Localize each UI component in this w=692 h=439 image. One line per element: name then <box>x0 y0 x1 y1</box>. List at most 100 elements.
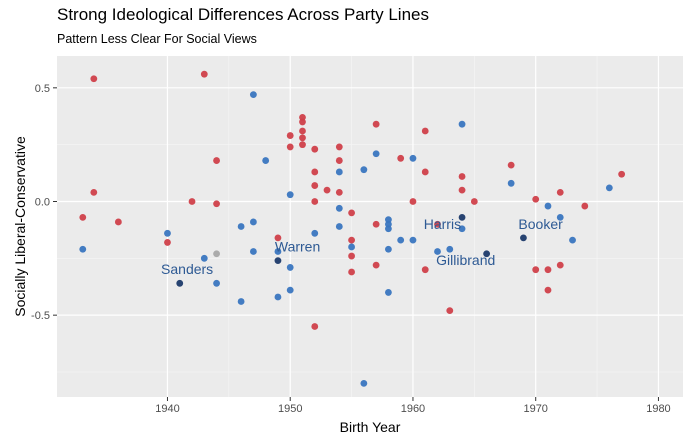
republican-point <box>188 198 196 205</box>
democrat-point <box>200 254 208 262</box>
grid-lines <box>57 56 683 397</box>
republican-point <box>348 236 355 244</box>
republican-point <box>421 168 429 176</box>
point-label: Sanders <box>161 261 213 277</box>
republican-point <box>200 70 208 78</box>
democrat-point <box>249 218 257 226</box>
x-tick-label: 1960 <box>401 403 425 415</box>
democrat-point <box>286 191 294 199</box>
republican-point <box>532 195 540 203</box>
point-label: Warren <box>275 239 320 255</box>
democrat-point <box>556 214 564 221</box>
democrat-point <box>458 225 466 233</box>
republican-point <box>544 286 552 294</box>
highlighted-point <box>458 214 466 221</box>
point-label: Harris <box>424 216 461 232</box>
republican-point <box>581 202 589 210</box>
republican-point <box>372 261 380 269</box>
democrat-point <box>348 243 355 251</box>
republican-point <box>348 209 355 217</box>
republican-point <box>458 173 466 180</box>
republican-point <box>311 182 319 189</box>
democrat-point <box>335 168 343 176</box>
republican-point <box>299 141 306 149</box>
republican-point <box>335 189 343 196</box>
republican-point <box>79 214 87 221</box>
democrat-point <box>262 157 270 164</box>
x-axis-title: Birth Year <box>340 419 401 435</box>
republican-point <box>532 266 540 274</box>
point-label: Booker <box>518 216 563 232</box>
republican-point <box>311 145 319 153</box>
republican-point <box>421 127 429 135</box>
democrat-point <box>164 229 171 237</box>
republican-point <box>397 154 405 162</box>
democrat-point <box>249 91 257 99</box>
democrat-point <box>372 150 380 158</box>
republican-point <box>544 266 552 274</box>
democrat-point <box>79 245 87 253</box>
independent-point <box>213 250 220 258</box>
democrat-point <box>360 166 368 174</box>
y-tick-label: 0.5 <box>35 83 50 95</box>
democrat-point <box>385 225 392 233</box>
democrat-point <box>249 248 257 255</box>
x-tick-label: 1950 <box>278 403 302 415</box>
data-points <box>79 70 626 387</box>
republican-point <box>409 198 417 205</box>
x-tick-label: 1980 <box>646 403 670 415</box>
republican-point <box>421 266 429 274</box>
democrat-point <box>458 120 466 128</box>
republican-point <box>299 127 306 135</box>
democrat-point <box>409 236 417 244</box>
republican-point <box>90 75 98 83</box>
highlighted-point <box>176 279 184 287</box>
republican-point <box>556 261 564 269</box>
plot-panel <box>57 56 683 397</box>
y-tick-label: 0.0 <box>35 196 50 208</box>
democrat-point <box>311 229 319 237</box>
x-tick-label: 1970 <box>523 403 547 415</box>
republican-point <box>299 134 306 142</box>
y-axis-title: Socially Liberal-Conservative <box>12 136 28 317</box>
democrat-point <box>385 245 392 253</box>
democrat-point <box>237 298 245 305</box>
x-tick-label: 1940 <box>155 403 179 415</box>
republican-point <box>470 198 478 205</box>
republican-point <box>458 186 466 194</box>
point-labels: Sanders Warren Harris Gillibrand Booker <box>161 216 563 277</box>
democrat-point <box>385 289 392 296</box>
republican-point <box>299 118 306 126</box>
republican-point <box>323 186 331 194</box>
republican-point <box>90 189 98 196</box>
democrat-point <box>335 204 343 212</box>
republican-point <box>311 168 319 176</box>
republican-point <box>372 220 380 228</box>
republican-point <box>556 189 564 196</box>
republican-point <box>507 161 515 169</box>
republican-point <box>348 268 355 276</box>
democrat-point <box>237 223 245 230</box>
y-tick-label: -0.5 <box>31 310 50 322</box>
democrat-point <box>286 264 294 271</box>
highlighted-point <box>274 257 282 264</box>
chart-subtitle: Pattern Less Clear For Social Views <box>57 32 257 46</box>
republican-point <box>348 252 355 260</box>
highlighted-point <box>520 234 527 242</box>
chart-title: Strong Ideological Differences Across Pa… <box>57 5 429 24</box>
democrat-point <box>286 286 294 294</box>
republican-point <box>618 170 626 178</box>
democrat-point <box>507 179 515 187</box>
democrat-point <box>274 248 282 255</box>
democrat-point <box>544 202 552 210</box>
republican-point <box>274 234 282 242</box>
democrat-point <box>397 236 405 244</box>
republican-point <box>164 239 171 246</box>
axes: 1940 1950 1960 1970 1980 -0.5 0.0 0.5 <box>31 83 671 415</box>
republican-point <box>311 323 319 330</box>
republican-point <box>335 157 343 164</box>
republican-point <box>213 200 220 208</box>
republican-point <box>114 218 122 226</box>
democrat-point <box>409 154 417 162</box>
